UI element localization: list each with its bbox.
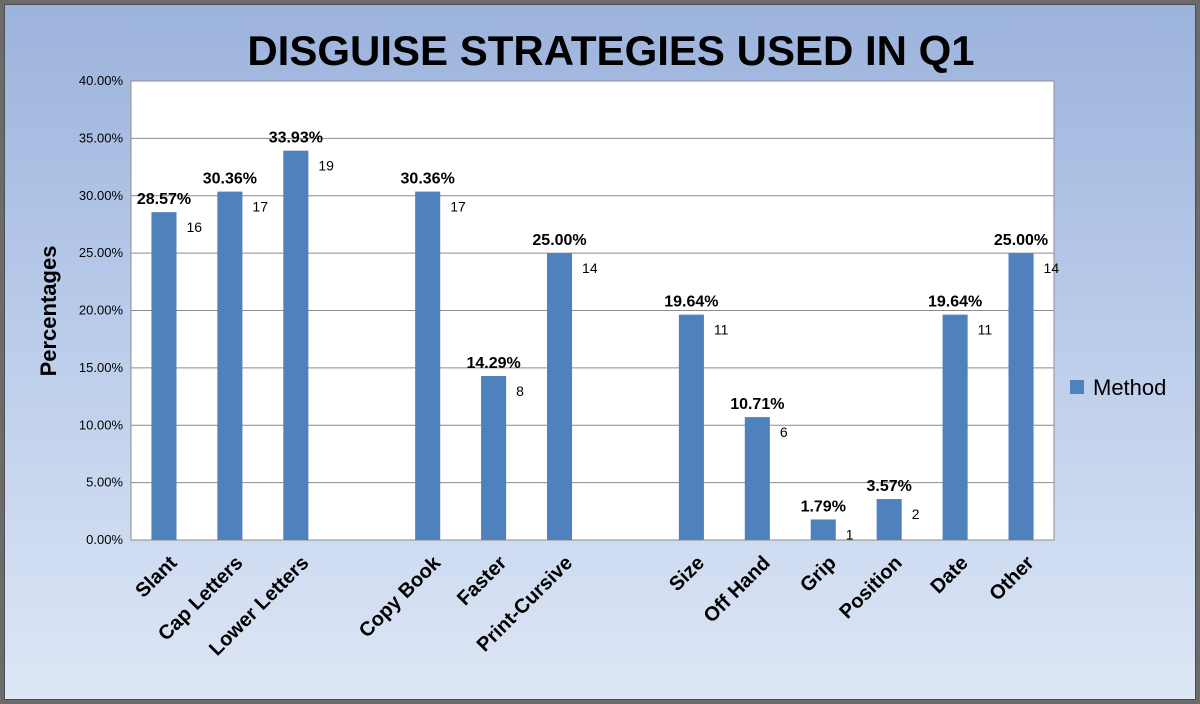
bar-count-label: 2 <box>912 506 920 522</box>
bar <box>678 314 704 540</box>
x-tick-label: Other <box>985 552 1038 605</box>
bar-count-label: 6 <box>780 424 788 440</box>
bar-percent-label: 30.36% <box>203 171 257 188</box>
bar-count-label: 11 <box>978 322 993 338</box>
bars <box>151 150 1034 541</box>
chart-frame: DISGUISE STRATEGIES USED IN Q1 0.00% 5.00… <box>4 4 1196 700</box>
bar-percent-label: 3.57% <box>866 478 911 495</box>
x-tick-label: Off Hand <box>700 552 775 627</box>
bar-percent-label: 28.57% <box>137 191 191 208</box>
bar-count-label: 14 <box>1044 260 1060 276</box>
chart-canvas: DISGUISE STRATEGIES USED IN Q1 0.00% 5.00… <box>36 27 1166 660</box>
x-tick-label: Size <box>665 552 709 596</box>
y-tick-label: 10.00% <box>79 417 124 432</box>
data-labels: 28.57%1630.36%1733.93%1930.36%1714.29%82… <box>137 130 1060 543</box>
chart-title: DISGUISE STRATEGIES USED IN Q1 <box>247 27 974 74</box>
legend-label: Method <box>1093 375 1166 400</box>
bar <box>942 314 968 540</box>
x-tick-label: Date <box>926 552 972 598</box>
bar-count-label: 1 <box>846 526 854 542</box>
y-tick-label: 30.00% <box>79 188 124 203</box>
legend: Method <box>1070 375 1166 400</box>
bar <box>217 191 243 540</box>
bar-count-label: 17 <box>252 199 268 215</box>
x-tick-label: Faster <box>453 552 511 610</box>
y-tick-label: 25.00% <box>79 245 124 260</box>
y-axis-title: Percentages <box>36 246 61 377</box>
bar-percent-label: 19.64% <box>928 294 982 311</box>
y-tick-label: 5.00% <box>86 475 123 490</box>
bar-percent-label: 19.64% <box>664 294 718 311</box>
bar-percent-label: 25.00% <box>532 232 586 249</box>
bar-percent-label: 14.29% <box>466 355 520 372</box>
bar-percent-label: 1.79% <box>801 498 846 515</box>
bar-percent-label: 33.93% <box>269 130 323 147</box>
legend-swatch <box>1070 380 1084 394</box>
y-tick-label: 15.00% <box>79 360 124 375</box>
bar <box>744 417 770 540</box>
bar-count-label: 8 <box>516 383 524 399</box>
bar-percent-label: 25.00% <box>994 232 1048 249</box>
y-tick-label: 35.00% <box>79 130 124 145</box>
bar <box>547 253 573 540</box>
bar <box>283 150 309 540</box>
bar-count-label: 17 <box>450 199 466 215</box>
bar <box>415 191 441 540</box>
bar-percent-label: 30.36% <box>401 171 455 188</box>
bar-count-label: 19 <box>318 158 334 174</box>
bar-count-label: 16 <box>186 219 202 235</box>
bar <box>876 499 902 540</box>
y-tick-label: 40.00% <box>79 73 124 88</box>
x-tick-label: Position <box>835 552 906 623</box>
bar <box>151 212 177 541</box>
bar <box>810 519 836 540</box>
y-tick-label: 0.00% <box>86 532 123 547</box>
y-axis-ticks: 0.00% 5.00% 10.00% 15.00% 20.00% 25.00% 30.00%… <box>79 73 124 547</box>
y-tick-label: 20.00% <box>79 303 124 318</box>
bar-percent-label: 10.71% <box>730 396 784 413</box>
bar <box>1008 253 1034 540</box>
bar-count-label: 14 <box>582 260 598 276</box>
x-tick-label: Slant <box>131 552 181 602</box>
x-tick-label: Copy Book <box>355 551 446 642</box>
bar <box>481 376 507 540</box>
bar-count-label: 11 <box>714 322 729 338</box>
x-tick-label: Grip <box>796 552 841 597</box>
